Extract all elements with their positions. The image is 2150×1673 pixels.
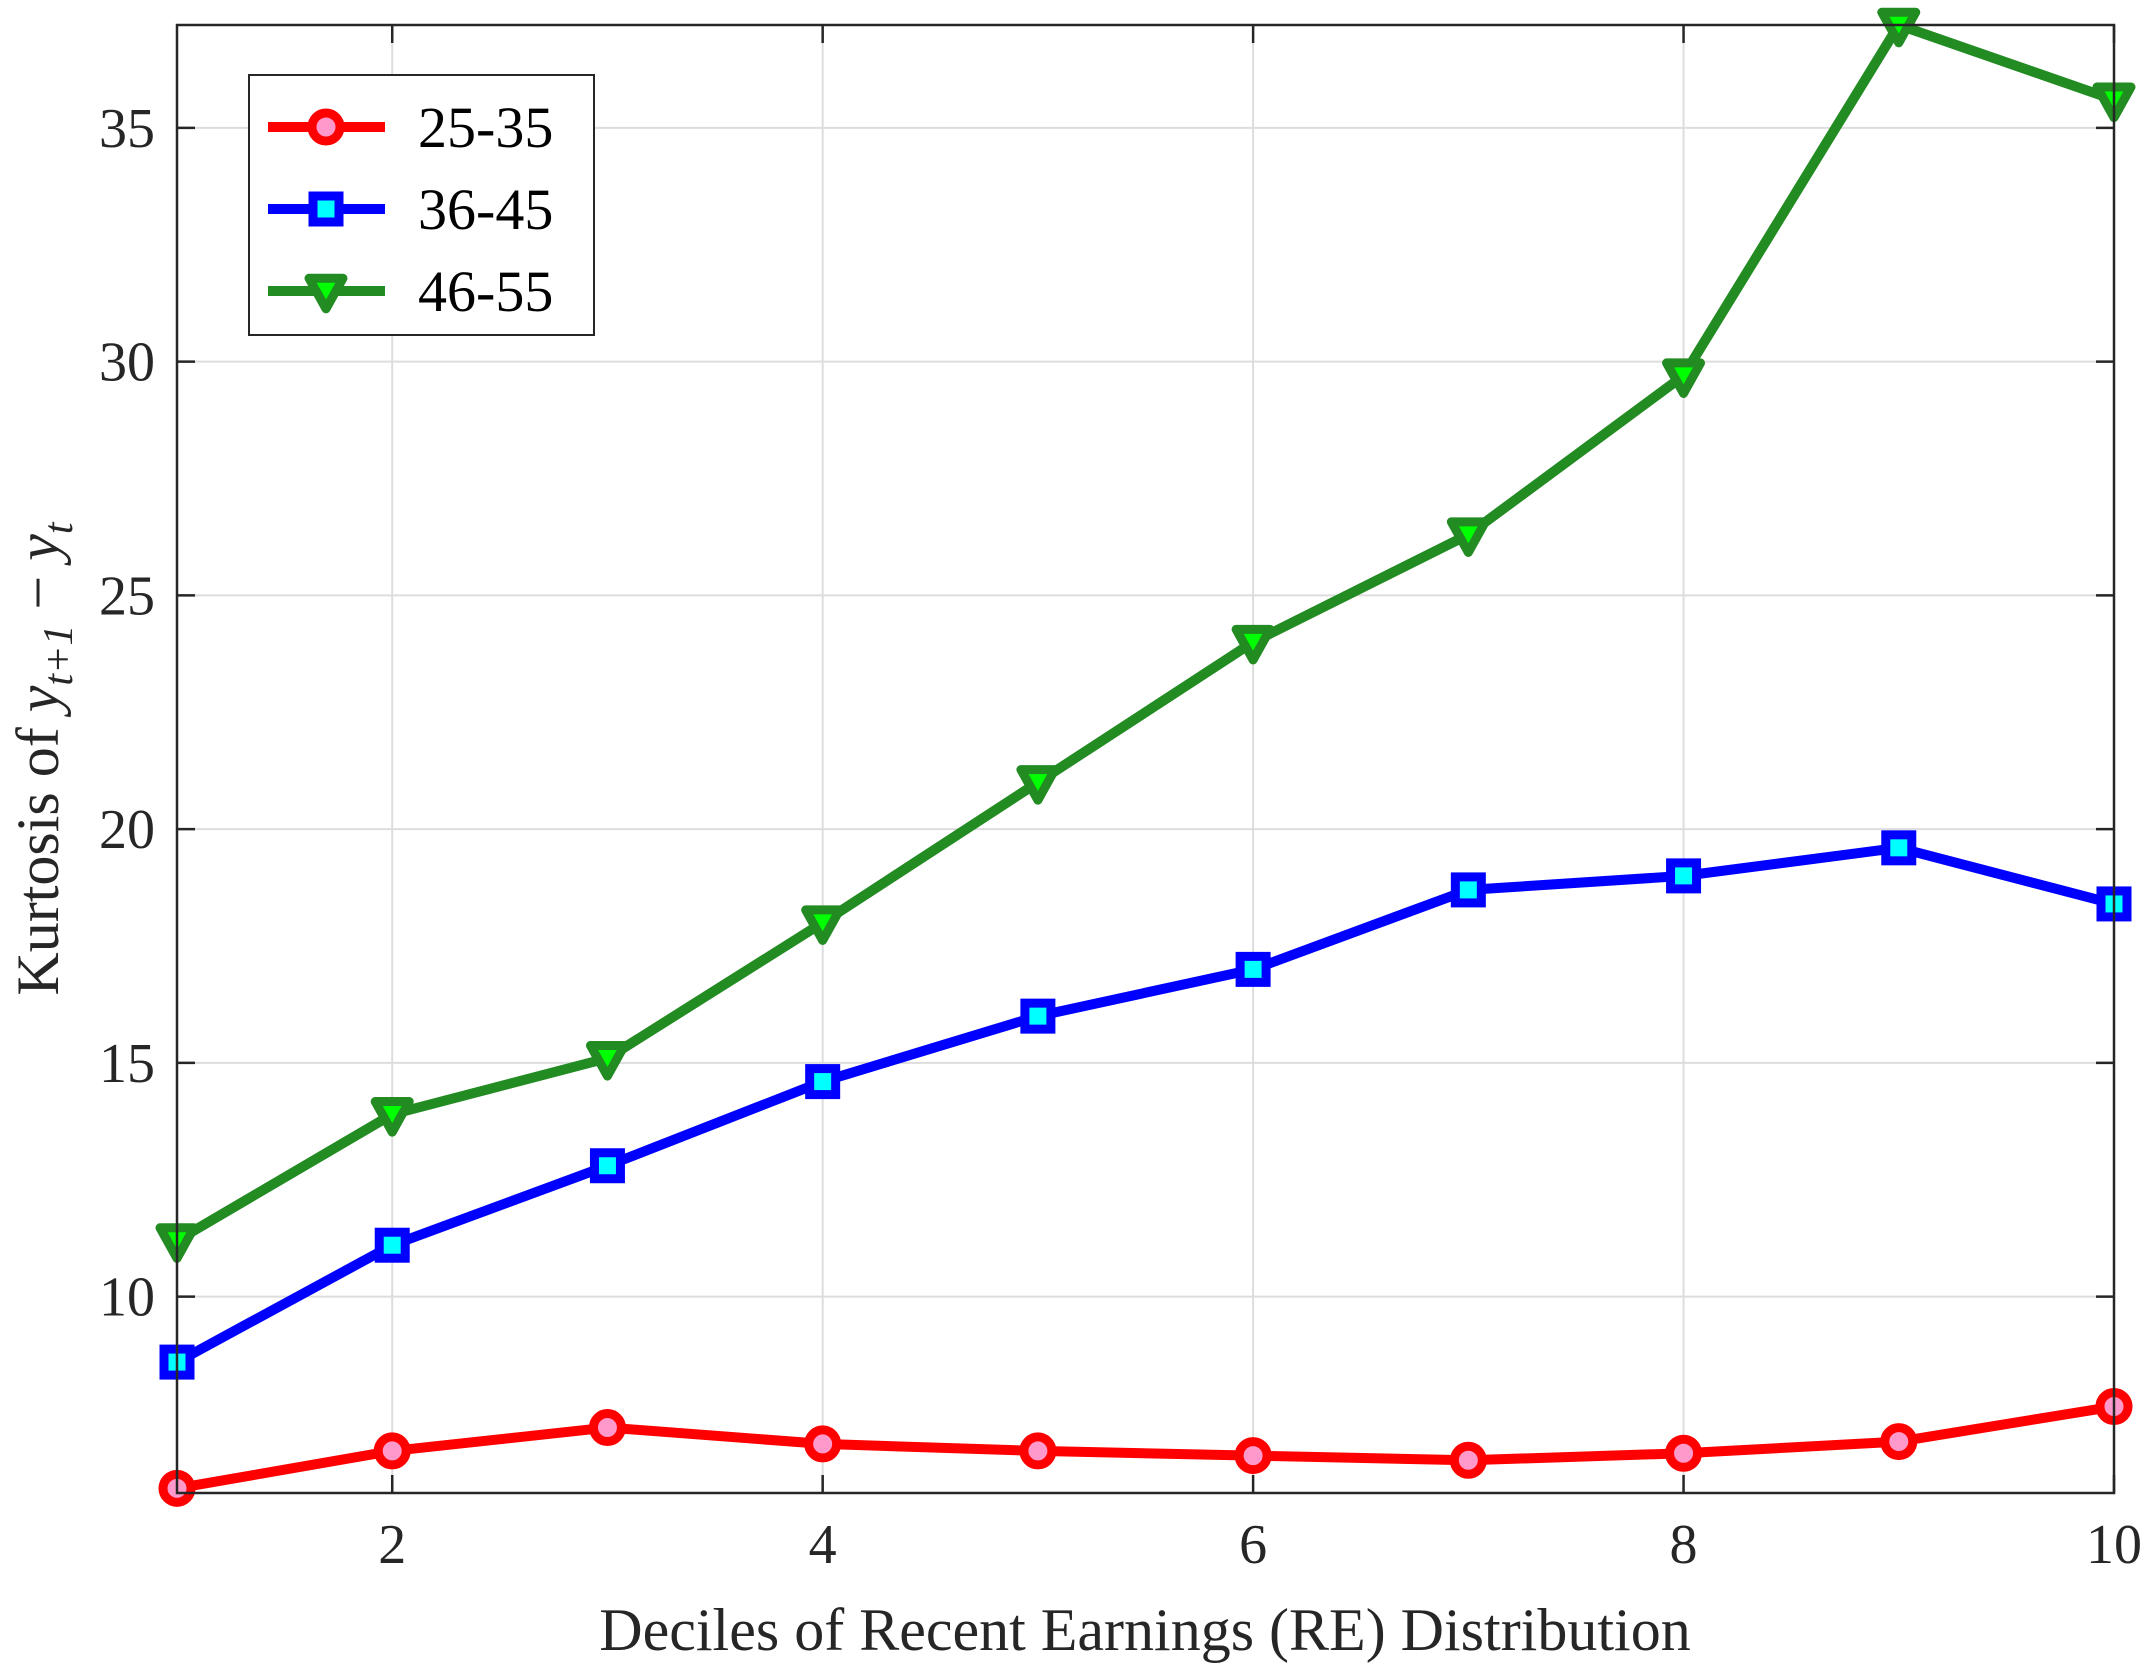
data-point-25-35 <box>588 1409 626 1447</box>
data-point-25-35 <box>1449 1441 1487 1479</box>
y-axis-label: Kurtosis of yt+1 − yt <box>5 521 82 995</box>
legend: 25-35 36-45 46-55 <box>248 74 595 336</box>
data-point-46-55 <box>1877 7 1921 48</box>
x-axis-label: Deciles of Recent Earnings (RE) Distribu… <box>599 1597 1690 1663</box>
legend-marker-36-45 <box>308 191 344 227</box>
data-point-46-55 <box>1446 517 1490 557</box>
series-lines <box>174 20 2116 1494</box>
grid-lines <box>177 25 2115 1493</box>
data-point-46-55 <box>585 1040 629 1081</box>
data-point-25-35 <box>1234 1437 1272 1475</box>
data-point-36-45 <box>1020 998 1056 1034</box>
legend-label-46-55: 46-55 <box>418 259 553 324</box>
y-tick-label: 20 <box>99 799 155 861</box>
data-point-36-45 <box>1235 951 1271 987</box>
x-tick-label: 4 <box>809 1514 837 1576</box>
x-tick-label: 2 <box>378 1514 406 1576</box>
data-point-25-35 <box>373 1432 411 1470</box>
legend-marker-46-55 <box>304 273 348 314</box>
data-point-36-45 <box>1881 830 1917 866</box>
x-tick-label: 6 <box>1239 1514 1267 1576</box>
y-tick-label: 35 <box>99 98 155 160</box>
data-point-25-35 <box>804 1425 842 1463</box>
legend-label-25-35: 25-35 <box>418 95 553 160</box>
data-point-46-55 <box>370 1097 414 1137</box>
data-point-25-35 <box>1019 1432 1057 1470</box>
data-point-46-55 <box>1231 624 1275 665</box>
data-point-46-55 <box>1662 358 1706 398</box>
legend-marker-25-35 <box>307 108 345 146</box>
data-point-36-45 <box>805 1064 841 1100</box>
y-tick-label: 25 <box>99 565 155 627</box>
series-line-25-35 <box>176 1401 2115 1494</box>
data-point-36-45 <box>1450 872 1486 908</box>
plot-frame <box>175 23 2116 1495</box>
data-point-25-35 <box>1880 1423 1918 1461</box>
data-point-36-45 <box>589 1148 625 1184</box>
x-tick-label: 10 <box>2086 1514 2142 1576</box>
data-point-46-55 <box>1016 765 1060 805</box>
legend-label-36-45: 36-45 <box>418 177 553 242</box>
series-line-46-55 <box>174 20 2116 1245</box>
series-line-36-45 <box>174 842 2116 1367</box>
x-tick-label: 8 <box>1670 1514 1698 1576</box>
data-point-25-35 <box>1665 1434 1703 1472</box>
axis-ticks <box>177 25 2116 1493</box>
y-tick-label: 15 <box>99 1033 155 1095</box>
data-point-36-45 <box>374 1227 410 1263</box>
tick-labels: 2 4 6 8 10 10 15 20 25 30 35 <box>99 98 2142 1576</box>
y-tick-label: 30 <box>99 332 155 394</box>
y-tick-label: 10 <box>99 1267 155 1329</box>
data-point-36-45 <box>1666 858 1702 894</box>
data-point-46-55 <box>801 905 845 945</box>
